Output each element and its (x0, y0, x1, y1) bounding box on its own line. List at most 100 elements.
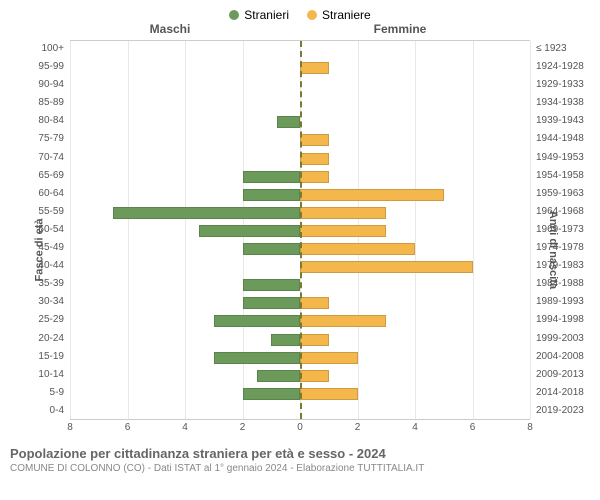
year-label: 1984-1988 (536, 278, 584, 289)
x-tick: 4 (412, 422, 418, 433)
x-tick: 6 (125, 422, 131, 433)
male-side (70, 150, 300, 168)
year-label: 1954-1958 (536, 170, 584, 181)
female-side (300, 276, 530, 294)
male-side (70, 331, 300, 349)
legend-label-male: Stranieri (244, 8, 289, 22)
bar-female (300, 243, 415, 255)
year-label: 1949-1953 (536, 152, 584, 163)
year-label: 1979-1983 (536, 260, 584, 271)
age-label: 15-19 (38, 351, 64, 362)
x-tick: 0 (297, 422, 303, 433)
female-side (300, 222, 530, 240)
age-label: 0-4 (50, 405, 64, 416)
female-side (300, 131, 530, 149)
legend-label-female: Straniere (322, 8, 371, 22)
male-side (70, 385, 300, 403)
year-label: ≤ 1923 (536, 43, 567, 54)
year-label: 1939-1943 (536, 115, 584, 126)
age-label: 65-69 (38, 170, 64, 181)
bar-female (300, 189, 444, 201)
year-label: 1994-1998 (536, 314, 584, 325)
bar-male (243, 171, 301, 183)
male-side (70, 312, 300, 330)
male-side (70, 77, 300, 95)
female-side (300, 204, 530, 222)
year-label: 1959-1963 (536, 188, 584, 199)
x-tick: 8 (67, 422, 73, 433)
bar-male (243, 189, 301, 201)
age-label: 70-74 (38, 152, 64, 163)
age-label: 5-9 (50, 387, 64, 398)
year-label: 2004-2008 (536, 351, 584, 362)
age-label: 55-59 (38, 206, 64, 217)
bar-male (243, 243, 301, 255)
bar-female (300, 315, 386, 327)
female-side (300, 367, 530, 385)
age-label: 30-34 (38, 296, 64, 307)
female-side (300, 312, 530, 330)
legend-item-female: Straniere (307, 8, 371, 22)
bar-female (300, 134, 329, 146)
x-tick: 2 (240, 422, 246, 433)
male-side (70, 59, 300, 77)
age-label: 100+ (41, 43, 64, 54)
female-side (300, 59, 530, 77)
bar-female (300, 207, 386, 219)
bar-female (300, 297, 329, 309)
female-side (300, 385, 530, 403)
bar-male (243, 297, 301, 309)
center-line (300, 41, 302, 419)
male-side (70, 349, 300, 367)
male-side (70, 41, 300, 59)
gridline (530, 41, 531, 419)
year-label: 1964-1968 (536, 206, 584, 217)
year-label: 1989-1993 (536, 296, 584, 307)
age-label: 25-29 (38, 314, 64, 325)
column-headers: Maschi Femmine (0, 22, 600, 36)
year-label: 1929-1933 (536, 79, 584, 90)
year-label: 1999-2003 (536, 333, 584, 344)
male-side (70, 240, 300, 258)
year-label: 1924-1928 (536, 61, 584, 72)
bar-female (300, 225, 386, 237)
female-side (300, 240, 530, 258)
year-label: 2014-2018 (536, 387, 584, 398)
year-label: 1974-1978 (536, 242, 584, 253)
female-side (300, 331, 530, 349)
bar-male (214, 315, 300, 327)
chart-subtitle: COMUNE DI COLONNO (CO) - Dati ISTAT al 1… (10, 463, 590, 474)
male-side (70, 186, 300, 204)
header-female: Femmine (270, 22, 600, 36)
year-label: 1944-1948 (536, 133, 584, 144)
female-side (300, 294, 530, 312)
legend: Stranieri Straniere (0, 0, 600, 22)
bar-male (113, 207, 300, 219)
age-label: 60-64 (38, 188, 64, 199)
x-tick: 2 (355, 422, 361, 433)
female-side (300, 349, 530, 367)
legend-item-male: Stranieri (229, 8, 289, 22)
male-side (70, 222, 300, 240)
age-label: 90-94 (38, 79, 64, 90)
female-side (300, 403, 530, 421)
age-label: 85-89 (38, 97, 64, 108)
female-side (300, 258, 530, 276)
male-side (70, 204, 300, 222)
bar-male (277, 116, 300, 128)
male-side (70, 168, 300, 186)
female-side (300, 186, 530, 204)
age-label: 35-39 (38, 278, 64, 289)
female-side (300, 168, 530, 186)
age-label: 95-99 (38, 61, 64, 72)
male-side (70, 95, 300, 113)
year-label: 2019-2023 (536, 405, 584, 416)
x-tick: 4 (182, 422, 188, 433)
year-label: 1969-1973 (536, 224, 584, 235)
female-side (300, 95, 530, 113)
male-side (70, 276, 300, 294)
female-side (300, 41, 530, 59)
bar-female (300, 261, 473, 273)
male-side (70, 131, 300, 149)
bar-male (199, 225, 300, 237)
